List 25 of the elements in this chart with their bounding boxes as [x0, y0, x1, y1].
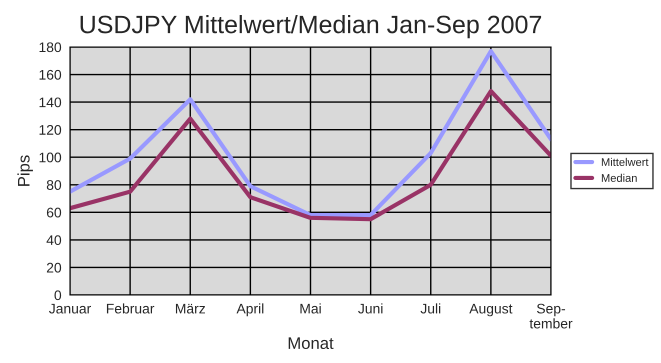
x-tick-label: Juli [420, 303, 440, 314]
y-axis-title: Pips [17, 155, 33, 186]
legend-label: Median [602, 174, 637, 182]
x-tick-label: Januar [48, 304, 92, 314]
x-tick-label: August [469, 304, 512, 316]
x-tick-label: April [236, 303, 264, 316]
y-tick-label: 160 [40, 70, 62, 80]
y-tick-label: 100 [40, 152, 62, 162]
x-tick-label: Sep- tember [530, 304, 572, 328]
x-tick-label: Juni [358, 303, 382, 314]
x-tick-label: Mai [300, 303, 321, 314]
x-tick-label: Februar [106, 303, 154, 314]
y-tick-label: 60 [46, 208, 62, 218]
x-tick-label: März [176, 304, 205, 314]
legend-label: Mittelwert [602, 158, 648, 166]
y-tick-label: 20 [46, 262, 62, 273]
y-tick-label: 0 [54, 290, 62, 300]
y-tick-label: 40 [46, 235, 62, 246]
y-tick-label: 180 [40, 42, 62, 52]
x-axis-title: Monat [288, 337, 334, 350]
y-tick-label: 120 [40, 125, 62, 135]
y-tick-label: 140 [40, 97, 62, 108]
line-series [70, 89, 551, 222]
y-tick-label: 80 [46, 180, 62, 190]
chart-title: USDJPY Mittelwert/Median Jan-Sep 2007 [80, 14, 542, 38]
